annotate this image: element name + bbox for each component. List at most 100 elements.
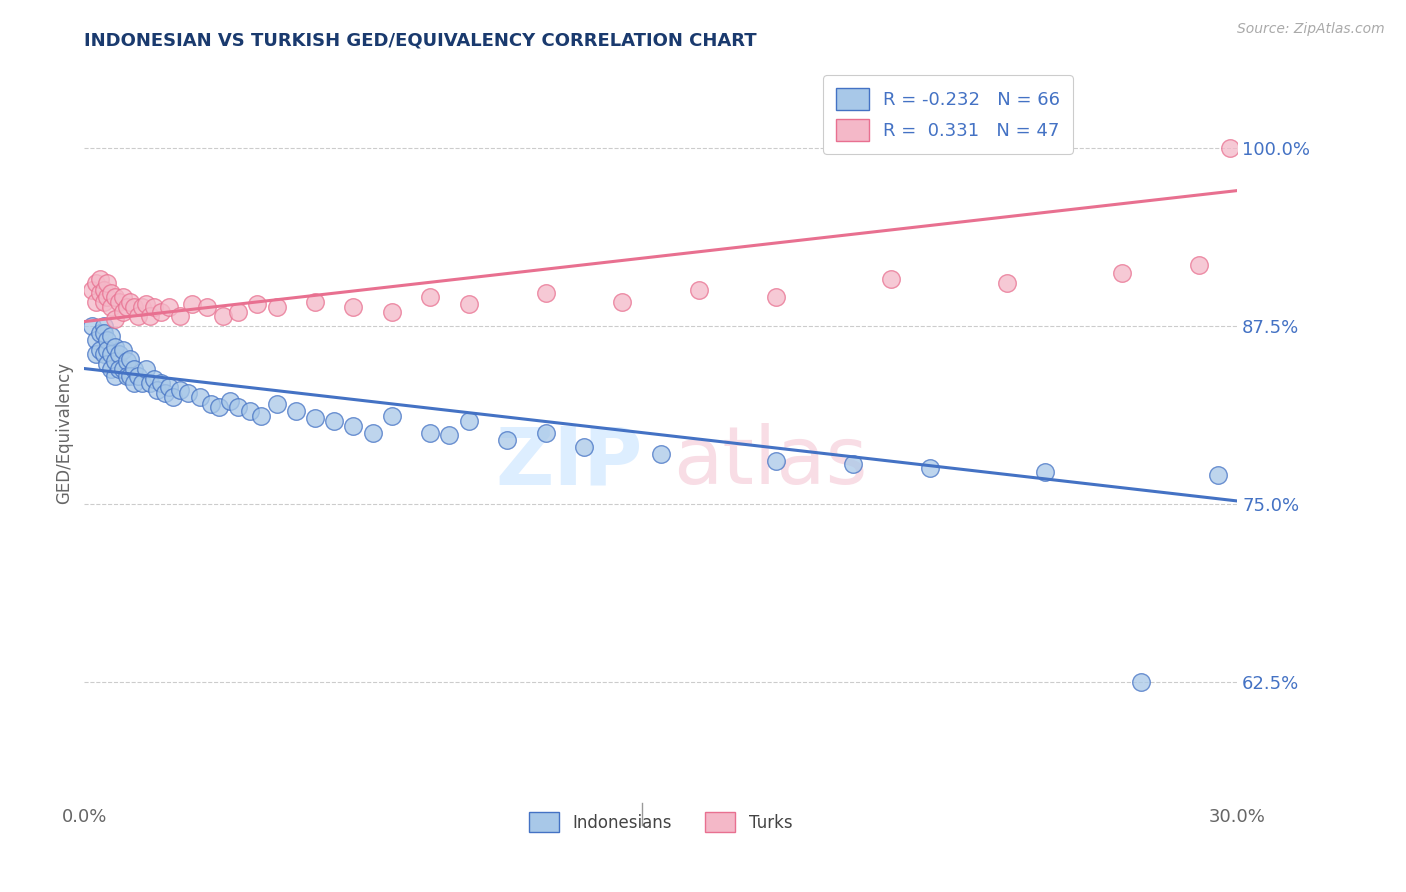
Text: atlas: atlas (673, 423, 868, 501)
Point (1033, 466, 1056, 480)
Point (1188, 258, 1211, 272)
Point (84, 333, 107, 347)
Point (100, 328, 122, 343)
Legend: Indonesians, Turks: Indonesians, Turks (523, 805, 799, 838)
Point (104, 340, 127, 354)
Point (765, 454, 787, 468)
Point (135, 297, 157, 311)
Point (111, 290, 134, 304)
Point (120, 351, 142, 366)
Point (124, 301, 146, 315)
Point (150, 376, 173, 390)
Point (157, 380, 180, 394)
Point (226, 400, 249, 414)
Point (104, 368, 127, 383)
Point (534, 425, 557, 440)
Point (89, 326, 111, 340)
Point (765, 290, 787, 304)
Point (157, 301, 180, 315)
Point (150, 304, 173, 318)
Point (146, 383, 169, 397)
Point (226, 304, 249, 318)
Point (284, 404, 307, 418)
Point (342, 301, 364, 315)
Point (108, 361, 131, 376)
Point (169, 383, 191, 397)
Point (177, 385, 200, 400)
Point (918, 461, 941, 475)
Point (120, 294, 142, 309)
Point (124, 361, 146, 376)
Y-axis label: GED/Equivalency: GED/Equivalency (55, 361, 73, 504)
Point (153, 385, 176, 400)
Point (84, 347, 107, 361)
Point (104, 311, 127, 326)
Point (108, 294, 131, 309)
Point (880, 272, 903, 286)
Point (211, 309, 233, 323)
Point (93, 294, 115, 309)
Point (96, 333, 118, 347)
Point (419, 425, 441, 440)
Point (96, 290, 118, 304)
Point (439, 428, 461, 442)
Point (111, 343, 134, 357)
Point (534, 286, 557, 301)
Text: INDONESIAN VS TURKISH GED/EQUIVALENCY CORRELATION CHART: INDONESIAN VS TURKISH GED/EQUIVALENCY CO… (84, 32, 756, 50)
Point (239, 404, 262, 418)
Point (181, 297, 204, 311)
Point (219, 394, 242, 409)
Point (457, 297, 479, 311)
Point (650, 447, 672, 461)
Point (188, 390, 211, 404)
Point (612, 294, 634, 309)
Point (80, 318, 103, 333)
Text: ZIP: ZIP (495, 423, 643, 501)
Point (361, 425, 384, 440)
Point (89, 272, 111, 286)
Point (131, 376, 153, 390)
Point (93, 326, 115, 340)
Point (208, 400, 231, 414)
Point (457, 414, 479, 428)
Point (195, 301, 218, 315)
Point (115, 301, 138, 315)
Point (131, 301, 153, 315)
Point (496, 433, 519, 447)
Point (84, 294, 107, 309)
Point (142, 301, 165, 315)
Point (138, 309, 160, 323)
Point (93, 283, 115, 297)
Point (1206, 468, 1229, 483)
Point (304, 411, 326, 425)
Point (115, 354, 138, 368)
Point (995, 276, 1018, 290)
Point (111, 304, 134, 318)
Point (127, 368, 149, 383)
Point (93, 347, 115, 361)
Point (96, 357, 118, 371)
Point (96, 343, 118, 357)
Point (572, 440, 595, 454)
Point (266, 397, 288, 411)
Point (250, 409, 273, 423)
Point (419, 290, 441, 304)
Point (124, 376, 146, 390)
Point (323, 414, 346, 428)
Point (93, 318, 115, 333)
Point (1219, 141, 1241, 155)
Point (80, 283, 103, 297)
Point (120, 368, 142, 383)
Point (104, 290, 127, 304)
Point (138, 376, 160, 390)
Point (246, 297, 269, 311)
Point (342, 418, 364, 433)
Point (135, 361, 157, 376)
Point (688, 283, 710, 297)
Point (162, 390, 184, 404)
Point (100, 286, 122, 301)
Point (111, 361, 134, 376)
Point (115, 368, 138, 383)
Point (169, 309, 191, 323)
Point (142, 371, 165, 385)
